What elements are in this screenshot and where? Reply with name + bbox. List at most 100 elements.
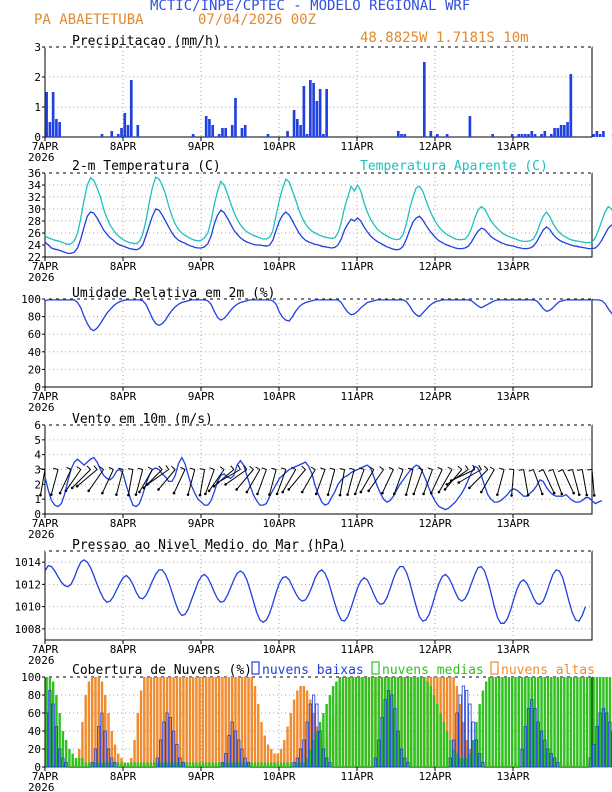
cloud-bar-nuvens-medias — [589, 677, 592, 767]
cloud-bar-nuvens-baixas — [292, 762, 296, 768]
barb-head — [39, 493, 42, 497]
cloud-bar-nuvens-medias — [419, 677, 423, 767]
cloud-bar-nuvens-medias — [452, 749, 455, 767]
barb-staff — [339, 469, 346, 496]
precip-bar — [602, 131, 605, 137]
y-tick-label: 24 — [28, 239, 42, 252]
cloud-bar-nuvens-medias — [354, 677, 358, 767]
barb-staff — [496, 469, 505, 495]
cloud-bar-nuvens-altas — [240, 677, 244, 767]
wind-barb — [528, 469, 544, 496]
y-tick-label: 20 — [28, 743, 41, 756]
cloud-bar-nuvens-baixas — [608, 721, 612, 768]
cloud-bar-nuvens-medias — [296, 762, 299, 767]
cloud-bar-nuvens-baixas — [162, 721, 166, 768]
barb-staff — [552, 469, 563, 495]
cloud-bar-nuvens-medias — [351, 677, 354, 767]
cloud-bar-nuvens-altas — [97, 677, 100, 767]
barb-feather — [219, 466, 225, 470]
run-date: 07/04/2026 00Z — [198, 12, 317, 28]
cloud-bar-nuvens-medias — [289, 762, 293, 767]
cloud-bar-nuvens-medias — [533, 677, 537, 767]
precip-bar — [595, 131, 599, 137]
barb-head — [64, 489, 68, 493]
cloud-bar-nuvens-medias — [81, 758, 84, 767]
cloud-bar-nuvens-medias — [172, 762, 175, 767]
barb-feather — [249, 465, 254, 470]
barb-feather — [230, 465, 235, 470]
barb-staff — [282, 469, 297, 493]
cloud-bar-nuvens-medias — [364, 677, 367, 767]
barb-head — [256, 492, 259, 496]
cloud-bar-nuvens-altas — [81, 722, 84, 767]
cloud-bar-nuvens-medias — [550, 677, 553, 767]
cloud-bar-nuvens-baixas — [451, 739, 456, 768]
cloud-bar-nuvens-baixas — [51, 703, 55, 768]
x-tick-label: 12APR — [418, 770, 451, 783]
barb-staff — [368, 469, 385, 492]
cloud-bar-nuvens-baixas — [100, 712, 104, 768]
barb-head — [186, 493, 190, 496]
wind-barb — [300, 466, 316, 494]
wind-barb — [412, 467, 424, 496]
cloud-bar-nuvens-altas — [172, 677, 175, 767]
precip-bar — [325, 89, 328, 137]
barb-head — [572, 491, 575, 495]
cloud-bar-nuvens-medias — [266, 762, 270, 767]
x-tick-label: 9APR — [188, 517, 215, 530]
cloud-bar-nuvens-medias — [237, 762, 240, 767]
cloud-bar-nuvens-medias — [188, 762, 192, 767]
barb-feather — [66, 466, 72, 470]
precip-bar — [322, 134, 325, 137]
series-line-2-m-temperatura-c- — [44, 208, 612, 255]
cloud-bar-nuvens-medias — [104, 762, 107, 767]
cloud-bar-nuvens-altas — [198, 677, 201, 767]
cloud-bar-nuvens-medias — [211, 762, 214, 767]
cloud-bar-nuvens-medias — [117, 762, 120, 767]
cloud-bar-nuvens-altas — [90, 677, 94, 767]
barb-staff — [208, 469, 225, 492]
cloud-bar-nuvens-baixas — [224, 753, 228, 768]
cloud-bar-nuvens-medias — [367, 677, 371, 767]
precip-bar — [592, 134, 595, 137]
barb-head — [326, 493, 330, 496]
barb-head — [314, 492, 318, 496]
chart-precip: 0 1 2 3 7APR 8APR 9APR 10APR 11APR 12APR 13APR 2026 — [28, 41, 612, 164]
cloud-bar-nuvens-medias — [178, 762, 182, 767]
precip-bar — [315, 101, 319, 137]
cloud-bar-nuvens-medias — [283, 762, 286, 767]
precip-bar — [527, 134, 530, 137]
cloud-bar-nuvens-medias — [563, 677, 566, 767]
cloud-bar-nuvens-baixas — [97, 726, 101, 768]
y-tick-label: 40 — [28, 725, 41, 738]
precip-bar — [208, 119, 211, 137]
cloud-bar-nuvens-baixas — [539, 730, 544, 768]
legend-swatch-nuvens-altas — [490, 661, 499, 675]
barb-head — [224, 483, 227, 486]
barb-staff — [413, 469, 424, 495]
barb-head — [58, 491, 62, 495]
x-tick-label: 7APR — [32, 260, 59, 273]
x-year-label: 2026 — [28, 401, 55, 414]
wind-barb — [101, 466, 114, 495]
barb-feather — [261, 467, 267, 470]
cloud-bar-nuvens-medias — [51, 681, 55, 767]
barb-head — [540, 492, 544, 496]
cloud-bar-nuvens-altas — [289, 713, 293, 767]
cloud-bar-nuvens-altas — [449, 677, 452, 767]
cloud-bar-nuvens-medias — [390, 677, 393, 767]
barb-feather — [99, 466, 104, 470]
precip-bar — [312, 83, 315, 137]
cloud-bar-nuvens-baixas — [58, 748, 62, 768]
barb-feather — [499, 467, 505, 470]
barb-staff — [217, 469, 241, 483]
precip-bar — [517, 134, 521, 137]
cloud-bar-nuvens-altas — [458, 704, 462, 767]
cloud-bar-nuvens-medias — [488, 677, 491, 767]
cloud-bar-nuvens-baixas — [93, 748, 98, 768]
barb-staff — [139, 469, 153, 493]
cloud-bar-nuvens-medias — [253, 762, 257, 767]
barb-head — [585, 493, 589, 497]
wind-barb — [496, 467, 505, 496]
barb-head — [429, 491, 433, 495]
